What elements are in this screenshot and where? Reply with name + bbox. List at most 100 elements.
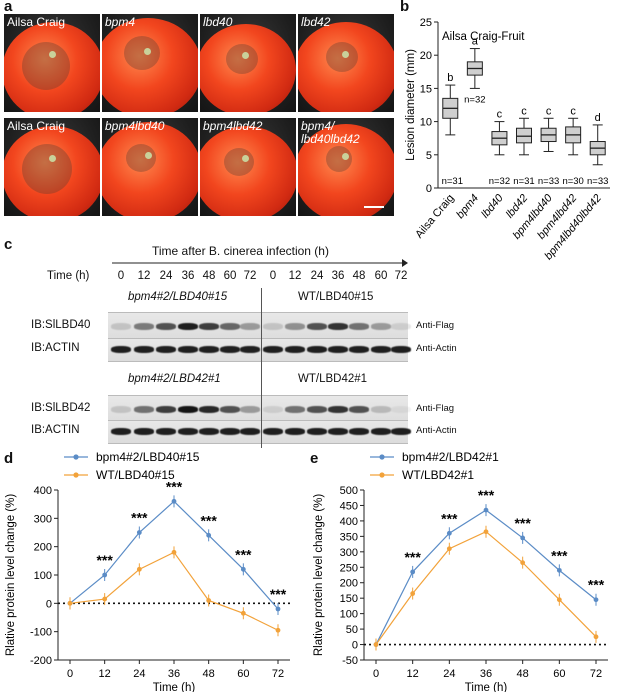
protein-band — [199, 406, 219, 413]
protein-band — [178, 323, 198, 330]
significance-letter: c — [521, 105, 527, 117]
protein-band — [240, 323, 260, 330]
significance-marker: *** — [551, 547, 568, 563]
fruit-photo-r2-c4: bpm4/lbd40lbd42 — [298, 118, 394, 216]
panel-e-letter: e — [310, 450, 319, 467]
protein-band — [156, 323, 176, 330]
y-tick-label: 50 — [346, 624, 358, 636]
timepoint-label: 0 — [117, 270, 125, 282]
n-label: n=33 — [587, 176, 608, 187]
stem-scar — [342, 50, 349, 58]
lesion-spot — [326, 146, 352, 172]
timepoint-label: 72 — [394, 270, 408, 282]
x-tick-label: 60 — [237, 668, 249, 680]
protein-band — [263, 406, 283, 413]
y-tick-label: 300 — [34, 513, 52, 525]
lesion-spot — [22, 144, 72, 194]
data-point — [520, 535, 526, 541]
protein-band — [240, 406, 260, 413]
timepoint-label: 24 — [310, 270, 324, 282]
protein-band — [285, 428, 305, 435]
protein-band — [199, 346, 219, 353]
y-tick-label: 500 — [340, 485, 358, 497]
x-tick-label: 12 — [407, 668, 419, 680]
lesion-spot — [126, 144, 156, 172]
protein-band — [220, 323, 240, 330]
protein-band — [263, 323, 283, 330]
blot-divider — [261, 288, 262, 448]
n-label: n=32 — [489, 176, 510, 187]
protein-band — [371, 428, 391, 435]
photo-label: Ailsa Craig — [7, 15, 66, 29]
significance-marker: *** — [96, 552, 113, 568]
protein-band — [391, 346, 411, 353]
y-tick-label: 20 — [420, 50, 432, 62]
significance-letter: c — [497, 109, 503, 121]
x-tick-label: 60 — [553, 668, 565, 680]
n-label: n=31 — [442, 176, 463, 187]
tomato-fruit — [102, 18, 198, 112]
data-point — [67, 600, 73, 606]
protein-band — [111, 346, 131, 353]
data-point — [136, 566, 142, 572]
significance-marker: *** — [131, 510, 148, 526]
protein-band — [307, 323, 327, 330]
blot-strip — [108, 420, 411, 444]
photo-label: bpm4 — [105, 15, 136, 29]
tomato-fruit — [200, 24, 296, 112]
data-point — [240, 610, 246, 616]
group2-right-label: WT/LBD42#1 — [298, 373, 368, 385]
photo-label: lbd42 — [301, 15, 331, 29]
lesion-spot — [22, 42, 70, 90]
y-tick-label: 0 — [352, 640, 358, 652]
stem-scar — [144, 48, 151, 55]
n-label: n=30 — [562, 176, 583, 187]
y-tick-label: 100 — [34, 570, 52, 582]
photo-label: bpm4lbd42 — [203, 119, 263, 133]
y-tick-label: 25 — [420, 17, 432, 29]
y-tick-label: 250 — [340, 562, 358, 574]
protein-band — [178, 406, 198, 413]
lesion-spot — [224, 148, 254, 176]
data-point — [483, 507, 489, 513]
protein-band — [111, 323, 131, 330]
timepoint-label: 48 — [202, 270, 216, 282]
y-tick-label: 5 — [426, 150, 432, 162]
y-tick-label: 350 — [340, 531, 358, 543]
fruit-photo-r1-c3: lbd40 — [200, 14, 296, 112]
y-tick-label: -100 — [30, 627, 52, 639]
y-tick-label: 300 — [340, 547, 358, 559]
chart-title: Ailsa Craig-Fruit — [442, 31, 525, 43]
significance-marker: *** — [270, 586, 287, 602]
protein-band — [111, 406, 131, 413]
line-chart-d: -200 -100 0 100 200 300 400 0 12 24 36 48 60 72 Rlativ… — [5, 452, 290, 692]
protein-band — [220, 406, 240, 413]
lesion-spot — [124, 36, 160, 70]
data-point — [206, 532, 212, 538]
legend-marker — [73, 454, 79, 460]
y-tick-label: 0 — [46, 598, 52, 610]
y-tick-label: 450 — [340, 500, 358, 512]
data-point — [373, 642, 379, 647]
data-point — [520, 560, 526, 566]
data-point — [446, 530, 452, 536]
panel-c-letter: c — [4, 236, 13, 253]
protein-band — [220, 428, 240, 435]
protein-band — [178, 346, 198, 353]
y-axis-label: Rlative protein level change (%) — [5, 494, 17, 657]
data-point — [446, 546, 452, 552]
data-point — [275, 627, 281, 633]
group2-left-label: bpm4#2/LBD42#1 — [128, 373, 221, 385]
protein-band — [349, 346, 369, 353]
protein-band — [328, 346, 348, 353]
panel-b-letter: b — [400, 0, 410, 15]
data-point — [483, 529, 489, 535]
blot-header-text: Time after B. cinerea infection (h) — [152, 244, 329, 258]
legend-label: WT/LBD42#1 — [402, 468, 474, 482]
data-point — [102, 596, 108, 602]
photo-label: bpm4/lbd40lbd42 — [301, 119, 360, 146]
fruit-photo-r1-c2: bpm4 — [102, 14, 198, 112]
data-point — [593, 597, 599, 603]
protein-band — [263, 346, 283, 353]
protein-band — [199, 323, 219, 330]
